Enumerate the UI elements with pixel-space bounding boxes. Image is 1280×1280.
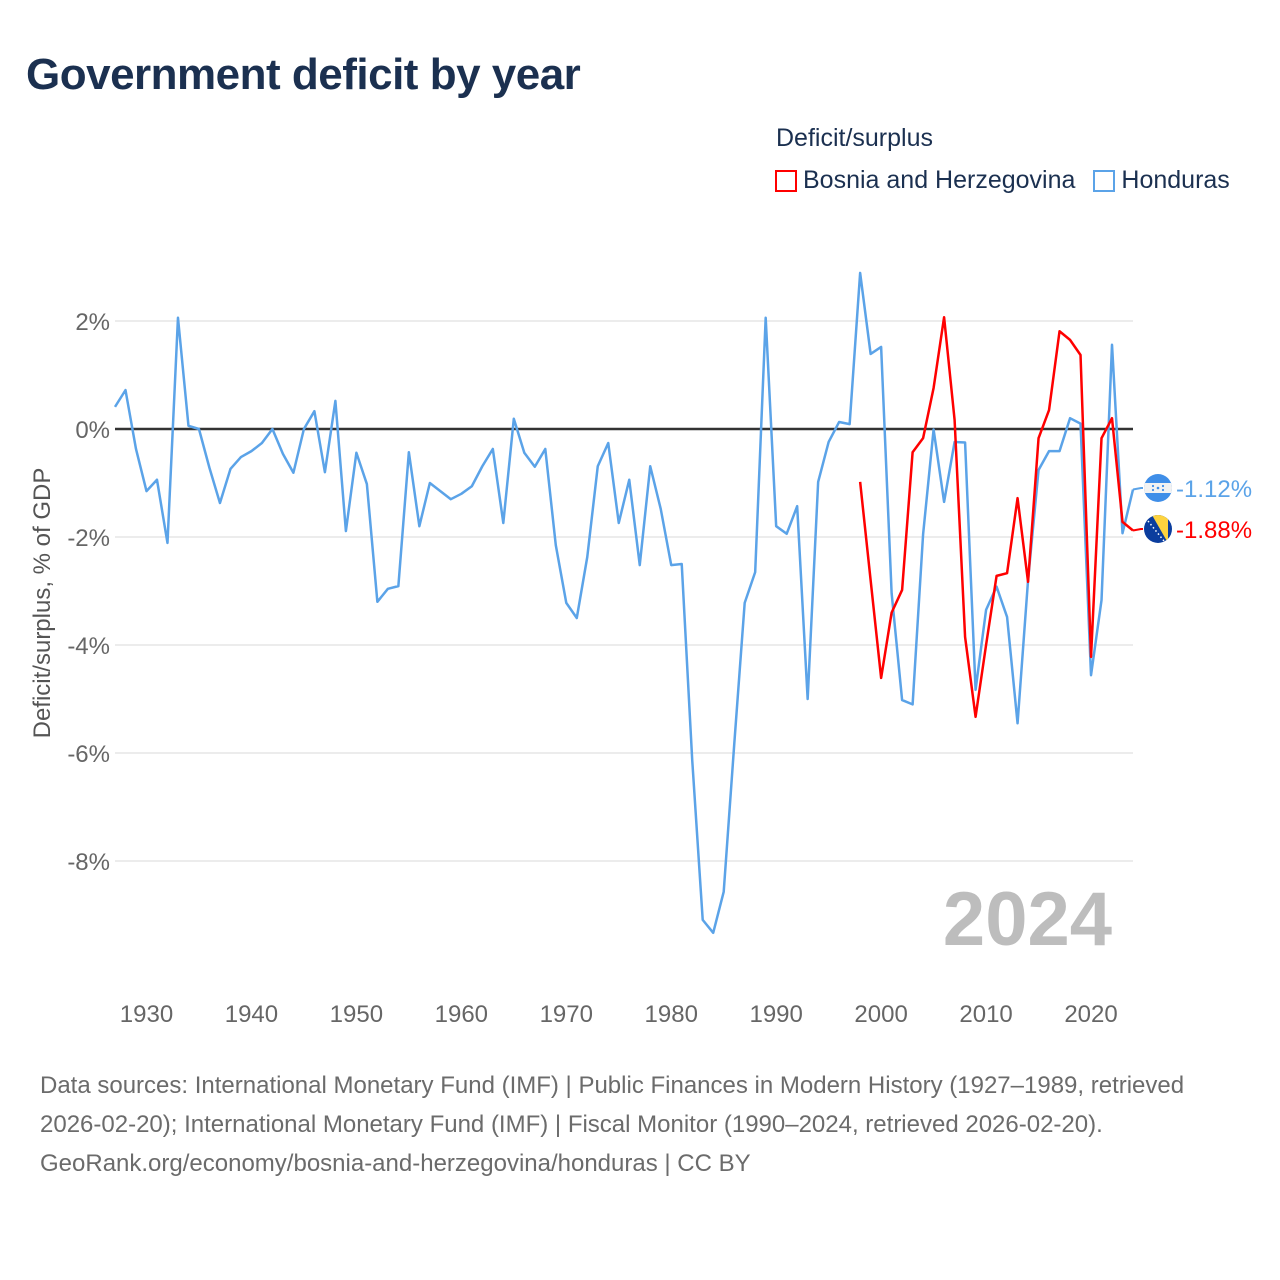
legend-item-honduras[interactable]: Honduras: [1093, 166, 1230, 195]
y-tick-label: -8%: [67, 849, 110, 876]
x-tick-label: 1960: [435, 1001, 488, 1028]
line-chart: 2% 0% -2% -4% -6% -8% 1930 1940 1950 1960 1970 1980…: [29, 271, 1252, 1028]
legend-label-bosnia: Bosnia and Herzegovina: [803, 166, 1076, 194]
series-line-honduras: [113, 271, 1135, 935]
series-line-bosnia-and-herzegovina: [858, 315, 1134, 719]
y-axis-label: Deficit/surplus, % of GDP: [29, 468, 56, 739]
end-value-label: -1.88%: [1176, 517, 1252, 544]
legend-title: Deficit/surplus: [776, 124, 933, 152]
legend: Bosnia and Herzegovina Honduras: [775, 166, 1230, 195]
legend-swatch-honduras: [1093, 169, 1116, 192]
x-tick-label: 1930: [120, 1001, 173, 1028]
x-tick-label: 1990: [749, 1001, 802, 1028]
y-tick-label: 2%: [75, 309, 110, 336]
y-tick-label: -2%: [67, 525, 110, 552]
honduras-flag-icon: [1144, 474, 1172, 502]
end-value-label: -1.12%: [1176, 476, 1252, 503]
x-tick-label: 1940: [225, 1001, 278, 1028]
end-label-connector: [1132, 487, 1143, 491]
legend-label-honduras: Honduras: [1121, 166, 1230, 194]
attribution: GeoRank.org/economy/bosnia-and-herzegovi…: [40, 1150, 751, 1177]
x-tick-label: 1970: [540, 1001, 593, 1028]
bosnia-flag-icon: [1144, 515, 1172, 543]
x-tick-label: 2020: [1064, 1001, 1117, 1028]
y-tick-label: -4%: [67, 633, 110, 660]
data-sources: Data sources: International Monetary Fun…: [40, 1072, 1185, 1138]
year-watermark: 2024: [943, 877, 1112, 962]
y-tick-label: 0%: [75, 417, 110, 444]
legend-swatch-bosnia: [775, 169, 797, 192]
chart-title: Government deficit by year: [26, 50, 581, 99]
x-tick-label: 2000: [854, 1001, 907, 1028]
end-label-connector: [1132, 528, 1143, 532]
x-tick-label: 1950: [330, 1001, 383, 1028]
x-tick-label: 2010: [959, 1001, 1012, 1028]
legend-item-bosnia[interactable]: Bosnia and Herzegovina: [775, 166, 1075, 195]
footer: Data sources: International Monetary Fun…: [40, 1066, 1240, 1183]
y-tick-label: -6%: [67, 741, 110, 768]
x-tick-label: 1980: [645, 1001, 698, 1028]
